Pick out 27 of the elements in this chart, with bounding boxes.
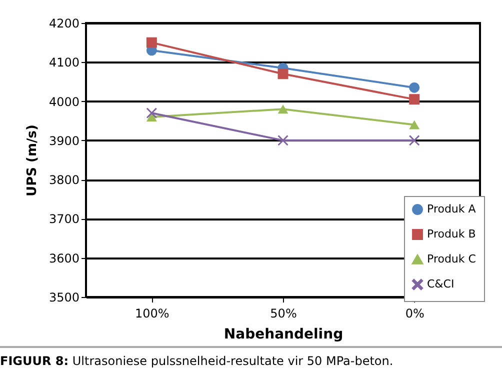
text: FIGUUR 8: Ultrasoniese pulssnelheid-resultate vir 50 MPa-beton. xyxy=(0,354,394,368)
legend-label: C&CI xyxy=(427,278,454,290)
y-tick-label: 4200 xyxy=(48,16,80,30)
y-tick-label: 3500 xyxy=(48,290,80,304)
legend-label: Produk B xyxy=(427,228,476,240)
x-tick-label: 100% xyxy=(135,306,170,320)
y-tick-label: 3600 xyxy=(48,251,80,266)
y-tick-label: 4100 xyxy=(48,56,80,70)
y-tick-label: 3900 xyxy=(48,134,80,148)
x-tick-label: 0% xyxy=(405,306,424,320)
y-tick-label: 3800 xyxy=(48,173,80,188)
point xyxy=(278,104,288,114)
point xyxy=(409,120,420,130)
legend-label: Produk C xyxy=(427,252,476,266)
point xyxy=(146,37,157,48)
x-tick-label: 50% xyxy=(270,306,297,320)
y-tick-label: 3700 xyxy=(48,212,80,226)
point xyxy=(146,108,157,118)
point xyxy=(409,94,420,105)
y-tick-label: 4000 xyxy=(48,94,80,109)
y-axis-title: UPS (m/s) xyxy=(24,124,40,196)
point xyxy=(409,82,420,93)
point xyxy=(409,135,420,146)
point xyxy=(278,68,288,80)
x-axis-title: Nabehandeling xyxy=(224,326,344,342)
legend-label: Produk A xyxy=(427,202,476,216)
point xyxy=(278,135,288,146)
